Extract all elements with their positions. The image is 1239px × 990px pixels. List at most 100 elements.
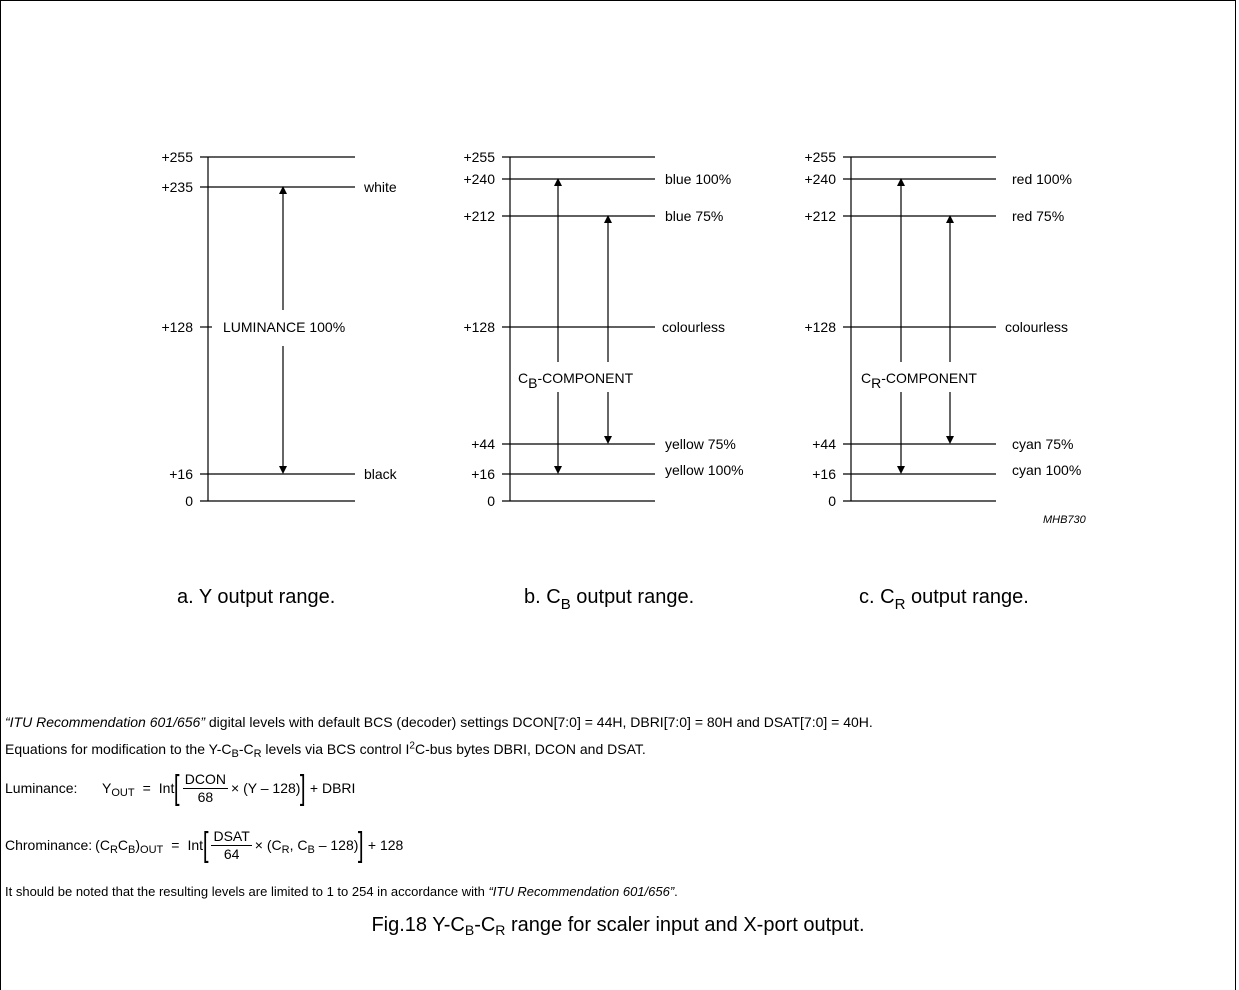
level-label: +128 — [804, 319, 836, 335]
denominator: 64 — [223, 845, 240, 862]
level-label: +128 — [463, 319, 495, 335]
equation-lhs: (CRCB)OUT — [95, 837, 164, 856]
level-label: +16 — [169, 466, 193, 482]
level-label: +128 — [161, 319, 193, 335]
right-label: black — [364, 466, 398, 482]
note-text: It should be noted that the resulting le… — [5, 884, 489, 899]
symbol: (C — [95, 837, 110, 853]
level-label: +212 — [463, 208, 495, 224]
left-bracket: [ — [202, 826, 209, 864]
subscript: R — [109, 844, 118, 856]
offset-term: + 128 — [367, 837, 404, 853]
numerator: DCON — [182, 770, 229, 789]
subscript: R — [281, 844, 290, 856]
right-label: white — [363, 179, 397, 195]
fraction: DCON 68 — [182, 770, 229, 806]
left-bracket: [ — [174, 769, 180, 807]
caption-c: c. CR output range. — [859, 586, 1029, 613]
note-text: levels via BCS control I — [261, 741, 410, 757]
level-label: +240 — [804, 171, 836, 187]
symbol: × (C — [254, 837, 282, 853]
right-label: yellow 100% — [665, 462, 744, 478]
caption-text: Fig.18 Y-C — [371, 914, 465, 936]
note-text: . — [674, 884, 678, 899]
right-label: red 75% — [1012, 208, 1064, 224]
level-label: +240 — [463, 171, 495, 187]
caption-text: range for scaler input and X-port output… — [505, 914, 865, 936]
equals-sign: = — [171, 837, 180, 853]
equation-label: Luminance: — [5, 780, 78, 796]
diagram-cr — [843, 156, 996, 502]
subscript: R — [253, 748, 262, 760]
arrow-label: LUMINANCE 100% — [223, 319, 345, 335]
level-label: 0 — [487, 493, 495, 509]
subscript: B — [464, 922, 475, 938]
reference-code: MHB730 — [1043, 514, 1087, 526]
level-label: +255 — [463, 149, 495, 165]
right-label: colourless — [1005, 319, 1068, 335]
chrominance-equation: Chrominance: (CRCB)OUT = Int [ DSAT 64 × … — [5, 827, 403, 863]
figure-caption: Fig.18 Y-CB-CR range for scaler input an… — [0, 914, 1236, 937]
level-label: 0 — [185, 493, 193, 509]
note-line-2: Equations for modification to the Y-CB-C… — [5, 740, 646, 760]
level-label: +44 — [812, 436, 836, 452]
denominator: 68 — [197, 788, 214, 805]
level-label: +255 — [804, 149, 836, 165]
note-text: C-bus bytes DBRI, DCON and DSAT. — [414, 741, 646, 757]
diagram-cb — [502, 156, 655, 502]
int-function: Int — [158, 780, 175, 796]
caption-b: b. CB output range. — [524, 586, 694, 613]
subscript: B — [128, 844, 136, 856]
numerator: DSAT — [211, 827, 252, 846]
level-label: +16 — [812, 466, 836, 482]
equation-lhs: YOUT — [102, 780, 135, 799]
offset-term: + DBRI — [309, 780, 356, 796]
subscript: R — [495, 922, 506, 938]
diagram-cb-labels: +255 +240 +212 +128 +44 +16 0 blue 100% … — [463, 149, 743, 509]
right-label: cyan 75% — [1012, 436, 1073, 452]
range-diagrams: +255 +235 +128 +16 0 white black LUMINAN… — [161, 149, 1086, 613]
right-label: cyan 100% — [1012, 462, 1081, 478]
diagram-cr-labels: +255 +240 +212 +128 +44 +16 0 red 100% r… — [804, 149, 1086, 526]
note-line-1: “ITU Recommendation 601/656” digital lev… — [5, 713, 873, 731]
note-text: digital levels with default BCS (decoder… — [205, 714, 873, 730]
sub-captions: a. Y output range. b. CB output range. c… — [177, 586, 1029, 613]
level-label: +235 — [161, 179, 193, 195]
fraction: DSAT 64 — [211, 827, 252, 863]
right-label: blue 75% — [665, 208, 723, 224]
arrow-label: CB-COMPONENT — [518, 370, 634, 391]
equals-sign: = — [142, 780, 151, 796]
caption-text: -C — [474, 914, 496, 936]
itu-reference: “ITU Recommendation 601/656” — [488, 884, 675, 899]
subscript: OUT — [111, 787, 135, 799]
note-line-5: It should be noted that the resulting le… — [5, 883, 678, 901]
note-text: -C — [238, 741, 254, 757]
equation-label: Chrominance: — [5, 837, 93, 853]
right-label: red 100% — [1012, 171, 1072, 187]
caption-a: a. Y output range. — [177, 586, 335, 608]
luminance-equation: Luminance: YOUT = Int [ DCON 68 × (Y – 12… — [5, 770, 355, 806]
level-label: +255 — [161, 149, 193, 165]
symbol: – 128) — [314, 837, 359, 853]
right-label: colourless — [662, 319, 725, 335]
level-label: +212 — [804, 208, 836, 224]
right-bracket: ] — [358, 826, 364, 864]
subscript: B — [231, 748, 239, 760]
right-label: yellow 75% — [665, 436, 736, 452]
level-label: 0 — [828, 493, 836, 509]
diagram-y-labels: +255 +235 +128 +16 0 white black LUMINAN… — [161, 149, 397, 509]
symbol: , C — [289, 837, 308, 853]
symbol: C — [117, 837, 129, 853]
diagram-y — [200, 156, 355, 502]
superscript: 2 — [409, 740, 415, 752]
subscript: OUT — [140, 844, 164, 856]
symbol: ) — [135, 837, 141, 853]
arrow-label: CR-COMPONENT — [861, 370, 977, 391]
right-bracket: ] — [300, 769, 306, 807]
int-function: Int — [187, 837, 204, 853]
level-label: +16 — [471, 466, 495, 482]
right-label: blue 100% — [665, 171, 731, 187]
factor: × (Y – 128) — [231, 780, 301, 796]
note-text: Equations for modification to the Y-C — [5, 741, 232, 757]
